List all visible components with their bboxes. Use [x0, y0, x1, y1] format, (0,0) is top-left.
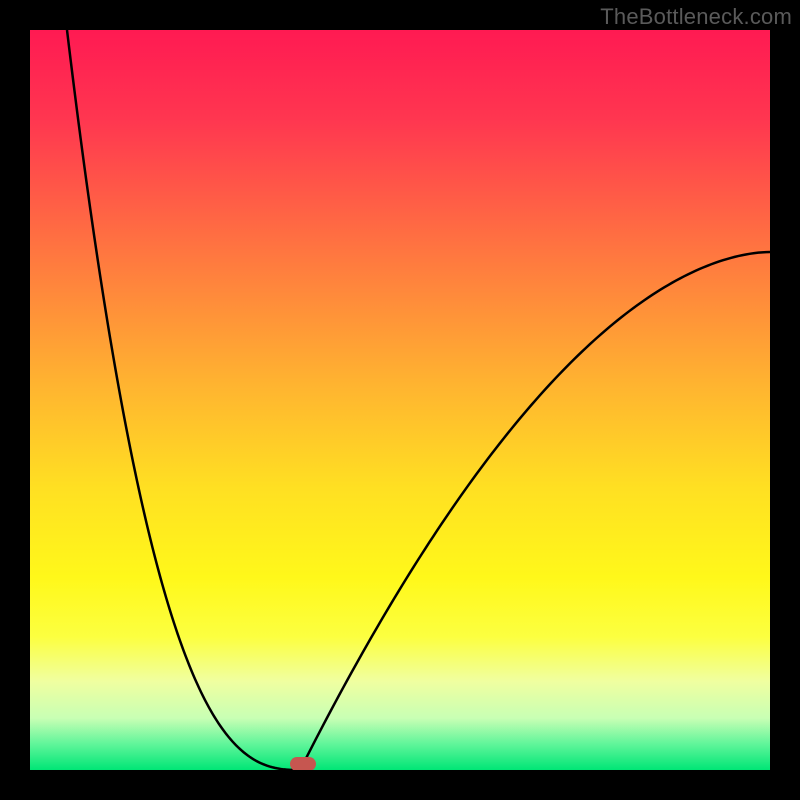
plot-area [30, 30, 770, 770]
bottleneck-curve [30, 30, 770, 770]
curve-path [67, 30, 770, 770]
optimum-marker [290, 757, 316, 770]
watermark-text: TheBottleneck.com [600, 4, 792, 30]
